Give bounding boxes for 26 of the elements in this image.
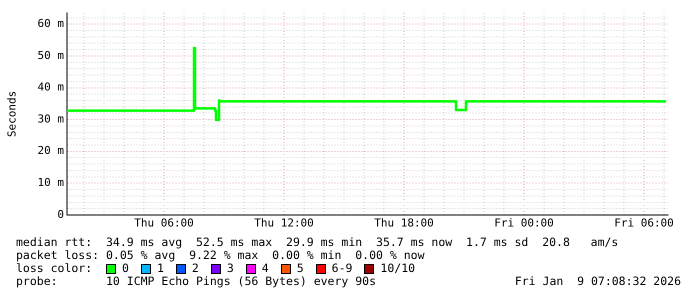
- y-axis-title: Seconds: [5, 90, 18, 138]
- y-tick-label: 20 m: [38, 144, 64, 158]
- legend-label: 5: [296, 261, 304, 275]
- y-tick-label: 10 m: [38, 176, 64, 190]
- text: probe: 10 ICMP Echo Pings (56 Bytes) every 90s: [16, 274, 376, 288]
- text: packet loss: 0.05 % avg 9.22 % max 0.00 % min 0.00 % now: [16, 248, 424, 262]
- y-tick-label: 40 m: [38, 80, 64, 94]
- x-tick-label: Thu 06:00: [134, 216, 194, 230]
- legend-label: 1: [156, 261, 164, 275]
- legend-label: 4: [262, 261, 269, 275]
- x-tick-label: Fri 06:00: [614, 216, 674, 230]
- y-tick-label: 50 m: [38, 48, 64, 62]
- x-tick-label: Fri 00:00: [494, 216, 554, 230]
- legend-label: 10/10: [380, 261, 416, 275]
- y-tick-label: 30 m: [38, 112, 64, 126]
- legend-label: 2: [192, 261, 199, 275]
- y-tick-label: 0: [57, 208, 64, 221]
- legend-title: loss color:: [16, 261, 94, 275]
- legend-label: 3: [226, 261, 234, 275]
- y-tick-label: 60 m: [38, 16, 64, 30]
- text: Fri Jan 9 07:08:32 2026: [514, 274, 681, 288]
- legend-label: 0: [122, 261, 129, 275]
- legend-label: 6-9: [332, 261, 352, 275]
- x-tick-label: Thu 12:00: [254, 216, 314, 230]
- x-tick-label: Thu 18:00: [374, 216, 434, 230]
- text: median rtt: 34.9 ms avg 52.5 ms max 29.9 ms min 35.7 ms now 1.7 ms sd 20.8 am/s: [16, 235, 618, 249]
